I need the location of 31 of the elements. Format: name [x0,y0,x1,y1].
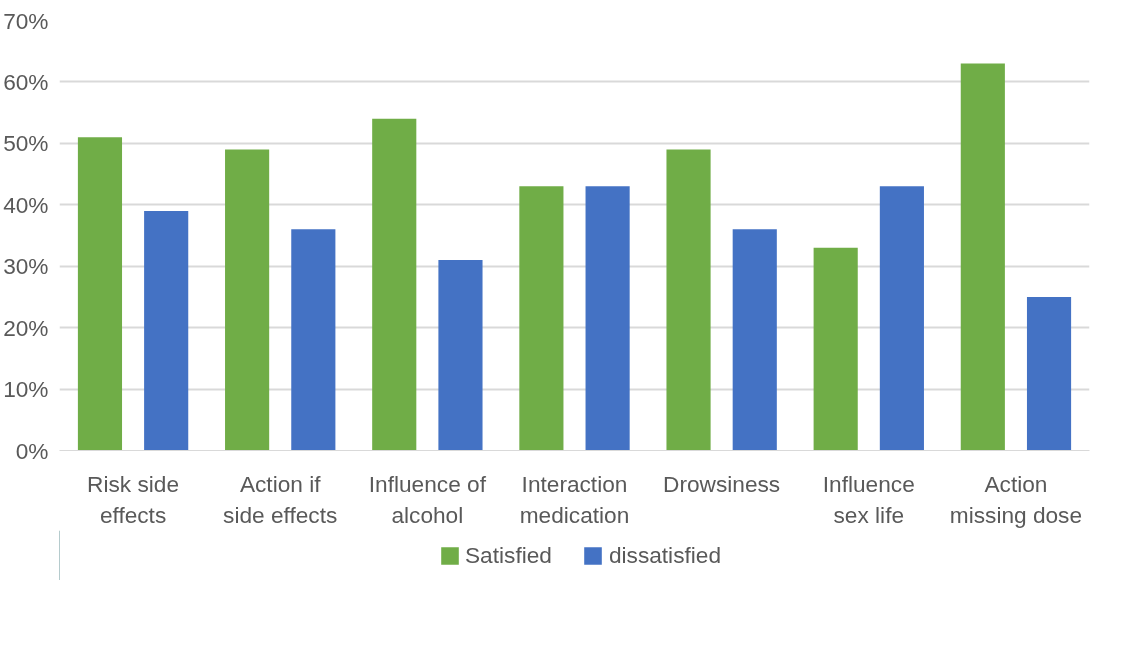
x-tick-label: Drowsiness [663,470,781,497]
y-tick-label: 40% [3,191,49,218]
x-tick-label: Action if side effects [223,470,338,528]
x-tick-label: Influence of alcohol [368,470,487,528]
bar [666,149,711,451]
bar [372,118,417,451]
y-tick-label: 60% [3,68,49,95]
legend-label: dissatisfied [608,541,721,569]
x-tick-label: Risk side effects [87,470,180,528]
y-tick-label: 0% [15,437,49,464]
bar [225,149,270,451]
bar [813,247,858,451]
y-tick-label: 20% [3,314,49,341]
y-tick-label: 10% [3,376,49,403]
bar [879,186,924,451]
x-tick-label: Action missing dose [949,470,1083,528]
y-tick-label: 50% [3,130,49,157]
bar [77,137,123,451]
bar [519,186,564,451]
bar [960,63,1005,451]
x-tick-label: Influence sex life [822,470,915,528]
bar [291,229,336,451]
y-tick-label: 70% [3,7,49,34]
bar [144,210,189,451]
bar [732,229,777,451]
bar [1026,296,1072,451]
x-tick-label: Interaction medication [519,470,630,528]
y-tick-label: 30% [3,253,49,280]
bar [585,186,630,451]
bar [438,260,483,451]
legend-label: Satisfied [465,541,552,569]
